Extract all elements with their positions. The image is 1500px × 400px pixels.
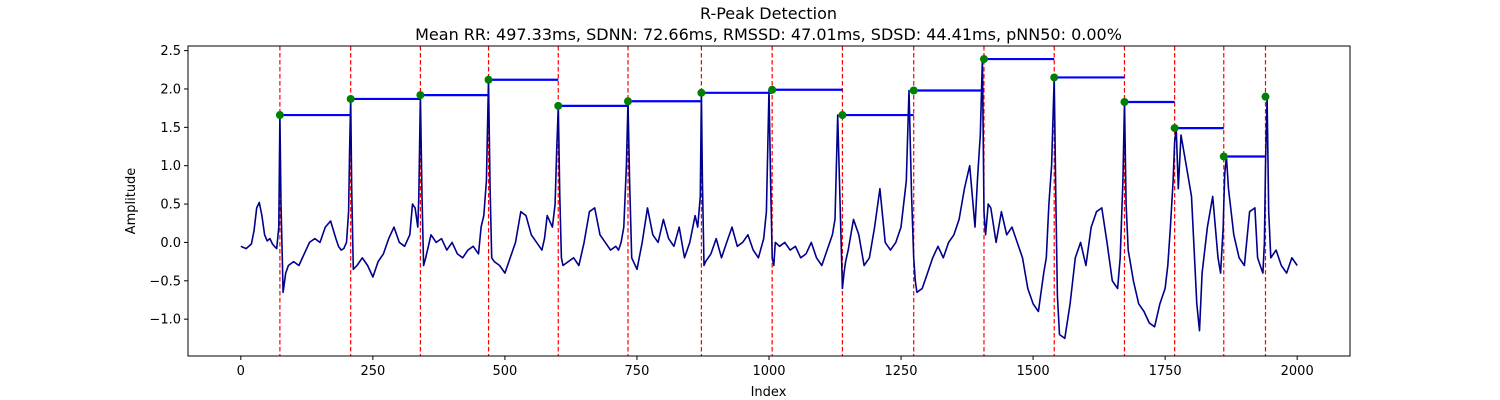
r-peak-marker [1219,152,1228,161]
y-tick-label: 0.0 [160,236,181,251]
y-axis-label: Amplitude [124,168,139,235]
plot-area [240,46,1298,356]
x-axis-label: Index [751,385,787,400]
r-peak-marker [1261,92,1270,101]
y-tick-label: 1.5 [160,121,181,136]
x-tick-label: 1000 [752,364,785,379]
x-tick-label: 250 [360,364,385,379]
chart-title: R-Peak Detection [700,4,837,23]
r-peak-marker [416,91,425,100]
y-tick-label: −1.0 [149,313,181,328]
y-tick-label: 2.0 [160,82,181,97]
r-peak-marker [554,101,563,110]
x-tick-label: 2000 [1281,364,1314,379]
y-tick-label: 0.5 [160,198,181,213]
ecg-signal-line [240,58,1298,340]
y-tick-label: 1.0 [160,159,181,174]
r-peak-marker [1050,73,1059,82]
x-tick-label: 1250 [884,364,917,379]
y-tick-label: 2.5 [160,44,181,59]
r-peak-marker [838,111,847,120]
r-peak-marker [1170,124,1179,133]
x-axis: 0 250 500 750 1000 1250 1500 1750 2000 [237,356,1314,379]
x-tick-label: 750 [625,364,650,379]
x-tick-label: 1750 [1149,364,1182,379]
chart-subtitle: Mean RR: 497.33ms, SDNN: 72.66ms, RMSSD:… [415,25,1122,44]
x-tick-label: 0 [237,364,245,379]
r-peak-marker [697,88,706,97]
r-peak-marker [768,85,777,94]
x-tick-label: 500 [492,364,517,379]
r-peak-marker [346,94,355,103]
y-tick-label: −0.5 [149,274,181,289]
r-peak-marker [1120,98,1129,107]
r-peak-marker [275,111,284,120]
r-peak-marker [909,86,918,95]
y-axis: −1.0 −0.5 0.0 0.5 1.0 1.5 2.0 2.5 [149,44,188,328]
r-peak-marker [979,55,988,64]
r-peak-marker [484,75,493,84]
x-tick-label: 1500 [1017,364,1050,379]
r-peak-marker [623,97,632,106]
